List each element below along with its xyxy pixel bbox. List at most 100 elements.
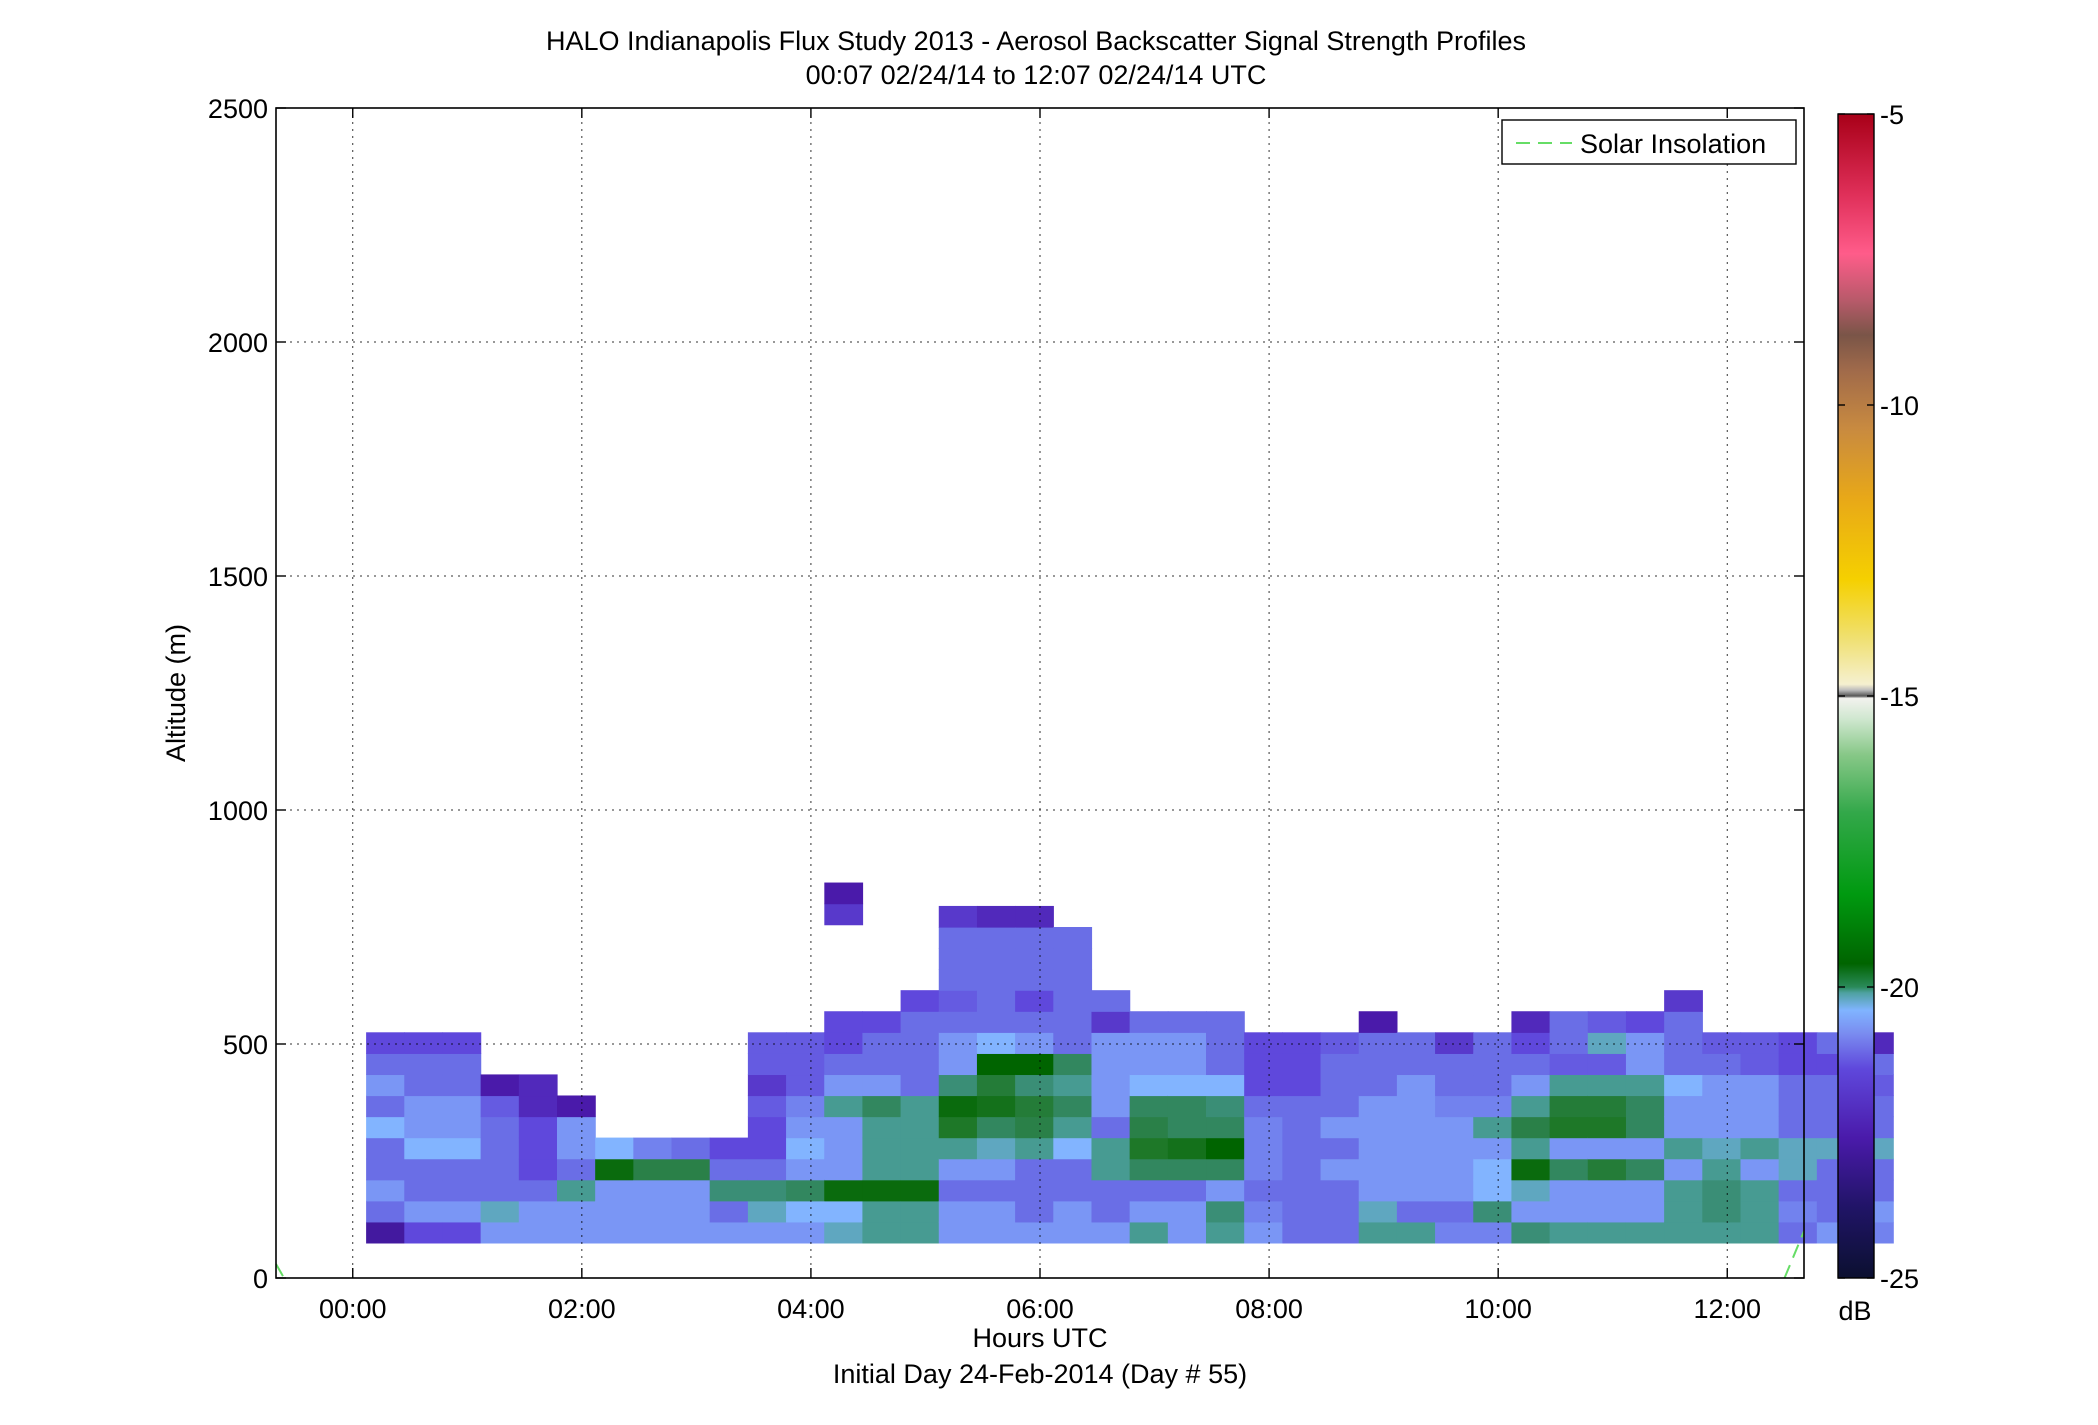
heatmap-cell	[1167, 1158, 1207, 1181]
x-tick-label: 06:00	[1006, 1294, 1074, 1324]
heatmap-cell	[1740, 1158, 1780, 1181]
colorbar-tick-label: -10	[1880, 391, 1919, 421]
heatmap-cell	[1053, 1179, 1093, 1202]
heatmap-cell	[1664, 1074, 1703, 1097]
heatmap-cell	[824, 1137, 864, 1160]
heatmap-cell	[1091, 1032, 1131, 1054]
heatmap-cell	[976, 1074, 1016, 1097]
heatmap-cell	[1549, 1032, 1589, 1054]
heatmap-cell	[900, 1158, 940, 1181]
heatmap-cell	[518, 1179, 558, 1202]
heatmap-cell	[1244, 1074, 1283, 1097]
heatmap-cell	[1625, 1053, 1665, 1076]
heatmap-cell	[900, 1179, 940, 1202]
heatmap-cell	[1587, 1053, 1627, 1076]
heatmap-cell	[366, 1137, 405, 1160]
heatmap-cell	[1511, 1095, 1551, 1118]
heatmap-cell	[709, 1221, 749, 1244]
heatmap-cell	[1129, 1200, 1169, 1223]
heatmap-cell	[747, 1158, 787, 1181]
heatmap-cell	[518, 1116, 558, 1139]
heatmap-cell	[786, 1116, 825, 1139]
heatmap-cell	[862, 1053, 902, 1076]
heatmap-cell	[938, 1011, 978, 1033]
heatmap-cell	[747, 1200, 787, 1223]
y-tick-label: 0	[253, 1264, 268, 1294]
heatmap-cell	[824, 1200, 864, 1223]
heatmap-cell	[1549, 1179, 1589, 1202]
heatmap-cell	[404, 1221, 444, 1244]
heatmap-cell	[1053, 1095, 1093, 1118]
heatmap-cell	[633, 1137, 673, 1160]
heatmap-cell	[1015, 1074, 1054, 1097]
heatmap-cell	[1167, 1074, 1207, 1097]
x-tick-label: 00:00	[319, 1294, 387, 1324]
heatmap-cell	[976, 905, 1016, 928]
heatmap-cell	[862, 1137, 902, 1160]
heatmap-cell	[518, 1158, 558, 1181]
heatmap-cell	[1206, 1074, 1245, 1097]
heatmap-cell	[1320, 1053, 1360, 1076]
solar-insolation-line	[275, 1263, 285, 1279]
heatmap-cell	[976, 948, 1016, 970]
heatmap-cell	[1587, 1137, 1627, 1160]
heatmap-cell	[518, 1095, 558, 1118]
heatmap-cell	[633, 1221, 673, 1244]
heatmap-cell	[1129, 1158, 1169, 1181]
heatmap-cell	[1015, 948, 1054, 970]
heatmap-cell	[1740, 1221, 1780, 1244]
heatmap-cell	[1664, 1158, 1703, 1181]
x-axis: 00:00 02:00 04:00 06:00 08:00 10:00 12:00	[319, 108, 1761, 1324]
heatmap-cell	[1625, 1137, 1665, 1160]
heatmap-cell	[862, 1011, 902, 1033]
heatmap-cell	[1435, 1095, 1474, 1118]
legend: Solar Insolation	[1501, 119, 1797, 165]
heatmap-cell	[862, 1158, 902, 1181]
heatmap-cell	[747, 1221, 787, 1244]
heatmap-cell	[1015, 905, 1054, 928]
heatmap-cell	[938, 948, 978, 970]
heatmap-cell	[366, 1158, 405, 1181]
heatmap-cell	[1435, 1116, 1474, 1139]
heatmap-cell	[633, 1200, 673, 1223]
heatmap-cell	[938, 905, 978, 928]
colorbar-tick-label: -5	[1880, 100, 1904, 130]
heatmap-cell	[938, 1137, 978, 1160]
heatmap-cell	[1167, 1053, 1207, 1076]
heatmap-cell	[1473, 1221, 1513, 1244]
y-tick-label: 1000	[208, 796, 268, 826]
heatmap-cell	[1091, 990, 1131, 1012]
heatmap-cell	[1396, 1179, 1436, 1202]
heatmap-cell	[1587, 1221, 1627, 1244]
heatmap-cell	[1473, 1116, 1513, 1139]
heatmap-cell	[1587, 1032, 1627, 1054]
heatmap-cell	[900, 1095, 940, 1118]
heatmap-cell	[1053, 1032, 1093, 1054]
colorbar-tick-label: -15	[1880, 682, 1919, 712]
heatmap-cell	[1244, 1158, 1283, 1181]
heatmap-cell	[709, 1137, 749, 1160]
x-tick-label: 08:00	[1235, 1294, 1303, 1324]
y-tick-label: 2500	[208, 94, 268, 124]
heatmap-cell	[862, 1200, 902, 1223]
heatmap-cell	[1740, 1074, 1780, 1097]
heatmap-cell	[1053, 948, 1093, 970]
heatmap-cell	[747, 1137, 787, 1160]
heatmap-cell	[976, 1158, 1016, 1181]
heatmap-cell	[1435, 1158, 1474, 1181]
heatmap-cell	[747, 1179, 787, 1202]
heatmap-cell	[824, 1095, 864, 1118]
heatmap-cell	[709, 1179, 749, 1202]
heatmap-cell	[1129, 1116, 1169, 1139]
heatmap-cell	[595, 1179, 634, 1202]
heatmap-cell	[671, 1158, 711, 1181]
heatmap-cell	[1244, 1032, 1283, 1054]
heatmap-cell	[1129, 1032, 1169, 1054]
heatmap-cell	[1206, 1095, 1245, 1118]
heatmap-cell	[862, 1221, 902, 1244]
y-tick-label: 2000	[208, 328, 268, 358]
heatmap-cell	[1167, 1221, 1207, 1244]
heatmap-cell	[1015, 1200, 1054, 1223]
heatmap-cell	[1435, 1200, 1474, 1223]
heatmap-cell	[976, 990, 1016, 1012]
